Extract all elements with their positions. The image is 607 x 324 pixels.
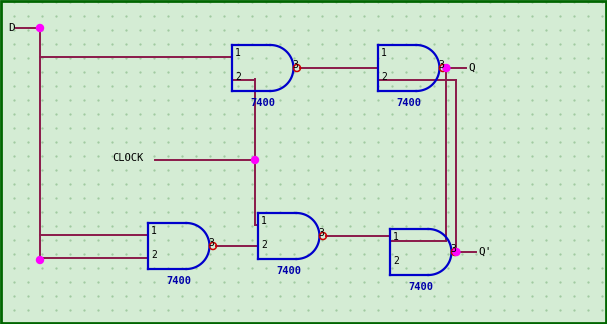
Text: CLOCK: CLOCK (112, 153, 143, 163)
Text: 2: 2 (261, 239, 267, 249)
Text: 1: 1 (151, 226, 157, 237)
Text: 3: 3 (319, 228, 324, 238)
Text: 1: 1 (261, 216, 267, 226)
Text: 3: 3 (293, 60, 299, 70)
Text: 7400: 7400 (166, 276, 191, 286)
Text: 2: 2 (151, 249, 157, 260)
Text: 2: 2 (235, 72, 241, 82)
Text: 3: 3 (450, 244, 456, 254)
Text: 7400: 7400 (251, 98, 276, 108)
Text: 1: 1 (235, 49, 241, 59)
Circle shape (36, 25, 44, 31)
Text: 7400: 7400 (396, 98, 421, 108)
Circle shape (251, 156, 259, 164)
Circle shape (36, 257, 44, 263)
Text: Q': Q' (478, 247, 492, 257)
Text: D: D (8, 23, 15, 33)
Text: 2: 2 (393, 256, 399, 265)
Text: 3: 3 (439, 60, 444, 70)
Circle shape (443, 64, 450, 72)
Text: 7400: 7400 (409, 282, 433, 292)
Text: 2: 2 (381, 72, 387, 82)
Text: 7400: 7400 (277, 266, 302, 276)
Text: 3: 3 (209, 238, 214, 248)
Text: 1: 1 (381, 49, 387, 59)
Text: 1: 1 (393, 233, 399, 242)
Circle shape (453, 249, 460, 256)
Text: Q: Q (469, 63, 475, 73)
